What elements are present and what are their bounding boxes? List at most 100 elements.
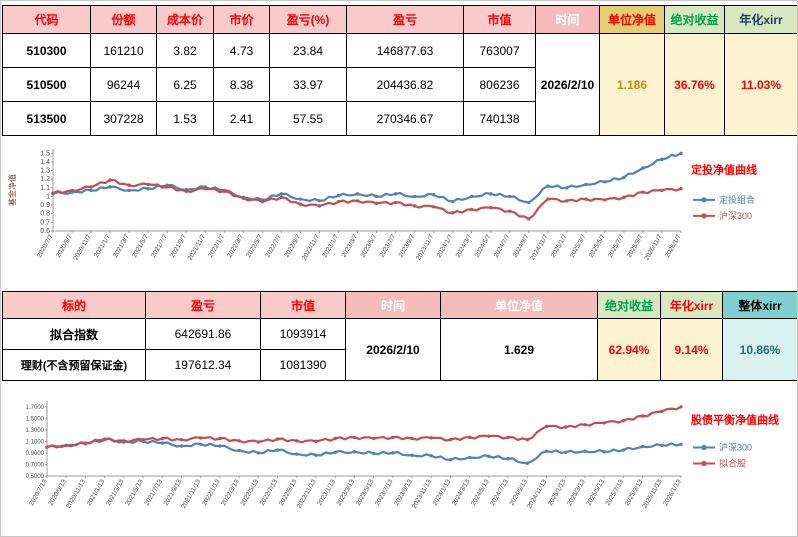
cell-pl-percent[interactable]: 23.84 bbox=[269, 33, 347, 68]
cell-code[interactable]: 513500 bbox=[2, 101, 91, 136]
svg-text:2024/1/13: 2024/1/13 bbox=[432, 478, 453, 507]
svg-text:拟合股: 拟合股 bbox=[719, 458, 746, 469]
cell-market-value[interactable]: 806236 bbox=[463, 67, 536, 102]
cell-market-value[interactable]: 1093914 bbox=[260, 318, 346, 350]
cell-target[interactable]: 拟合指数 bbox=[2, 318, 146, 350]
header-unit-nav[interactable]: 单位净值 bbox=[599, 5, 665, 34]
svg-text:0.6: 0.6 bbox=[40, 228, 50, 235]
svg-text:2024/1/7: 2024/1/7 bbox=[436, 233, 455, 259]
cell-market-value[interactable]: 1081390 bbox=[260, 349, 346, 381]
cell-code[interactable]: 510500 bbox=[2, 67, 91, 102]
svg-text:2023/1/13: 2023/1/13 bbox=[316, 478, 337, 507]
header-abs-return[interactable]: 绝对收益 bbox=[597, 291, 661, 319]
cell-pl-percent[interactable]: 57.55 bbox=[269, 101, 347, 136]
cell-cost-price[interactable]: 3.82 bbox=[156, 33, 214, 68]
header-time[interactable]: 时间 bbox=[535, 5, 600, 34]
cell-abs-return[interactable]: 36.76% bbox=[664, 33, 725, 136]
cell-market-price[interactable]: 8.38 bbox=[213, 67, 270, 102]
header-pl[interactable]: 盈亏 bbox=[346, 5, 464, 34]
svg-text:2025/1/13: 2025/1/13 bbox=[547, 478, 568, 507]
svg-text:2020/7/7: 2020/7/7 bbox=[36, 233, 55, 259]
svg-text:2023/3/13: 2023/3/13 bbox=[336, 478, 357, 507]
cell-pl[interactable]: 146877.63 bbox=[346, 33, 464, 68]
cell-target[interactable]: 理财(不含预留保证金) bbox=[2, 349, 146, 381]
cell-market-price[interactable]: 4.73 bbox=[213, 33, 270, 68]
svg-text:2024/7/7: 2024/7/7 bbox=[493, 233, 512, 259]
cell-xirr[interactable]: 9.14% bbox=[660, 318, 723, 381]
table-row: 理财(不含预留保证金) 197612.34 1081390 bbox=[2, 349, 798, 381]
svg-text:2020/7/13: 2020/7/13 bbox=[28, 478, 49, 507]
svg-text:2021/9/13: 2021/9/13 bbox=[163, 478, 184, 507]
fixed-investment-nav-chart[interactable]: 0.6 0.7 0.8 0.9 1 1.1 1.2 1.3 1.4 1.5 2020/7/7 2020… bbox=[1, 141, 797, 291]
header-time[interactable]: 时间 bbox=[345, 291, 441, 319]
header-pl-percent[interactable]: 盈亏(%) bbox=[269, 5, 347, 34]
header-pl[interactable]: 盈亏 bbox=[145, 291, 261, 319]
svg-text:2022/7/13: 2022/7/13 bbox=[259, 478, 280, 507]
header-xirr[interactable]: 年化xirr bbox=[660, 291, 723, 319]
svg-text:2025/1/7: 2025/1/7 bbox=[550, 233, 569, 259]
svg-text:1.5000: 1.5000 bbox=[26, 416, 45, 422]
cell-market-value[interactable]: 740138 bbox=[463, 101, 536, 136]
svg-text:2021/1/13: 2021/1/13 bbox=[86, 478, 107, 507]
header-market-value[interactable]: 市值 bbox=[260, 291, 346, 319]
stock-bond-balance-nav-chart[interactable]: 0.5000 0.7000 0.9000 1.1000 1.3000 1.5000 1.70… bbox=[1, 389, 797, 536]
svg-text:2021/3/13: 2021/3/13 bbox=[105, 478, 126, 507]
svg-text:2023/11/7: 2023/11/7 bbox=[415, 233, 435, 261]
svg-text:2023/1/7: 2023/1/7 bbox=[321, 233, 340, 259]
svg-text:沪深300: 沪深300 bbox=[719, 442, 752, 453]
svg-text:0.7: 0.7 bbox=[40, 219, 50, 226]
svg-text:2024/5/7: 2024/5/7 bbox=[474, 233, 493, 259]
svg-text:0.5000: 0.5000 bbox=[26, 474, 45, 480]
svg-text:1.1: 1.1 bbox=[40, 185, 50, 192]
positions-header-row: 代码 份额 成本价 市价 盈亏(%) 盈亏 市值 时间 单位净值 绝对收益 年化… bbox=[2, 5, 797, 34]
cell-market-price[interactable]: 2.41 bbox=[213, 101, 270, 136]
svg-text:2021/7/13: 2021/7/13 bbox=[143, 478, 164, 507]
cell-pl[interactable]: 642691.86 bbox=[145, 318, 261, 350]
cell-pl[interactable]: 270346.67 bbox=[346, 101, 464, 136]
svg-text:1.3: 1.3 bbox=[40, 168, 50, 175]
svg-text:2023/9/13: 2023/9/13 bbox=[393, 478, 414, 507]
svg-text:2025/11/13: 2025/11/13 bbox=[641, 478, 663, 510]
header-shares[interactable]: 份额 bbox=[90, 5, 157, 34]
svg-text:2025/5/7: 2025/5/7 bbox=[588, 233, 607, 259]
cell-shares[interactable]: 161210 bbox=[90, 33, 157, 68]
svg-text:1.4: 1.4 bbox=[40, 159, 50, 166]
cell-pl-percent[interactable]: 33.97 bbox=[269, 67, 347, 102]
balance-header-row: 标的 盈亏 市值 时间 单位净值 绝对收益 年化xirr 整体xirr bbox=[2, 291, 797, 319]
cell-unit-nav[interactable]: 1.629 bbox=[440, 318, 598, 381]
cell-shares[interactable]: 96244 bbox=[90, 67, 157, 102]
balance-table: 标的 盈亏 市值 时间 单位净值 绝对收益 年化xirr 整体xirr 拟合指数… bbox=[2, 291, 798, 381]
cell-cost-price[interactable]: 1.53 bbox=[156, 101, 214, 136]
header-market-price[interactable]: 市价 bbox=[213, 5, 270, 34]
svg-text:2026/1/13: 2026/1/13 bbox=[662, 478, 683, 507]
header-cost-price[interactable]: 成本价 bbox=[156, 5, 214, 34]
cell-market-value[interactable]: 763007 bbox=[463, 33, 536, 68]
svg-text:2022/11/13: 2022/11/13 bbox=[296, 478, 318, 510]
cell-time[interactable]: 2026/2/10 bbox=[345, 318, 441, 381]
cell-cost-price[interactable]: 6.25 bbox=[156, 67, 214, 102]
cell-shares[interactable]: 307228 bbox=[90, 101, 157, 136]
cell-xirr[interactable]: 11.03% bbox=[724, 33, 797, 136]
cell-pl[interactable]: 197612.34 bbox=[145, 349, 261, 381]
cell-pl[interactable]: 204436.82 bbox=[346, 67, 464, 102]
header-abs-return[interactable]: 绝对收益 bbox=[664, 5, 725, 34]
svg-text:0.9: 0.9 bbox=[40, 202, 50, 209]
header-code[interactable]: 代码 bbox=[2, 5, 91, 34]
svg-text:0.8: 0.8 bbox=[40, 211, 50, 218]
header-overall-xirr[interactable]: 整体xirr bbox=[722, 291, 797, 319]
header-market-value[interactable]: 市值 bbox=[463, 5, 536, 34]
svg-text:2025/9/7: 2025/9/7 bbox=[626, 233, 645, 259]
cell-overall-xirr[interactable]: 10.86% bbox=[722, 318, 797, 381]
cell-unit-nav[interactable]: 1.186 bbox=[599, 33, 665, 136]
svg-text:2025/9/13: 2025/9/13 bbox=[624, 478, 645, 507]
header-unit-nav[interactable]: 单位净值 bbox=[440, 291, 598, 319]
cell-code[interactable]: 510300 bbox=[2, 33, 91, 68]
header-xirr[interactable]: 年化xirr bbox=[724, 5, 797, 34]
header-target[interactable]: 标的 bbox=[2, 291, 146, 319]
cell-abs-return[interactable]: 62.94% bbox=[597, 318, 661, 381]
svg-text:2021/1/7: 2021/1/7 bbox=[93, 233, 112, 259]
cell-time[interactable]: 2026/2/10 bbox=[535, 33, 600, 136]
svg-text:1.5: 1.5 bbox=[40, 150, 50, 157]
